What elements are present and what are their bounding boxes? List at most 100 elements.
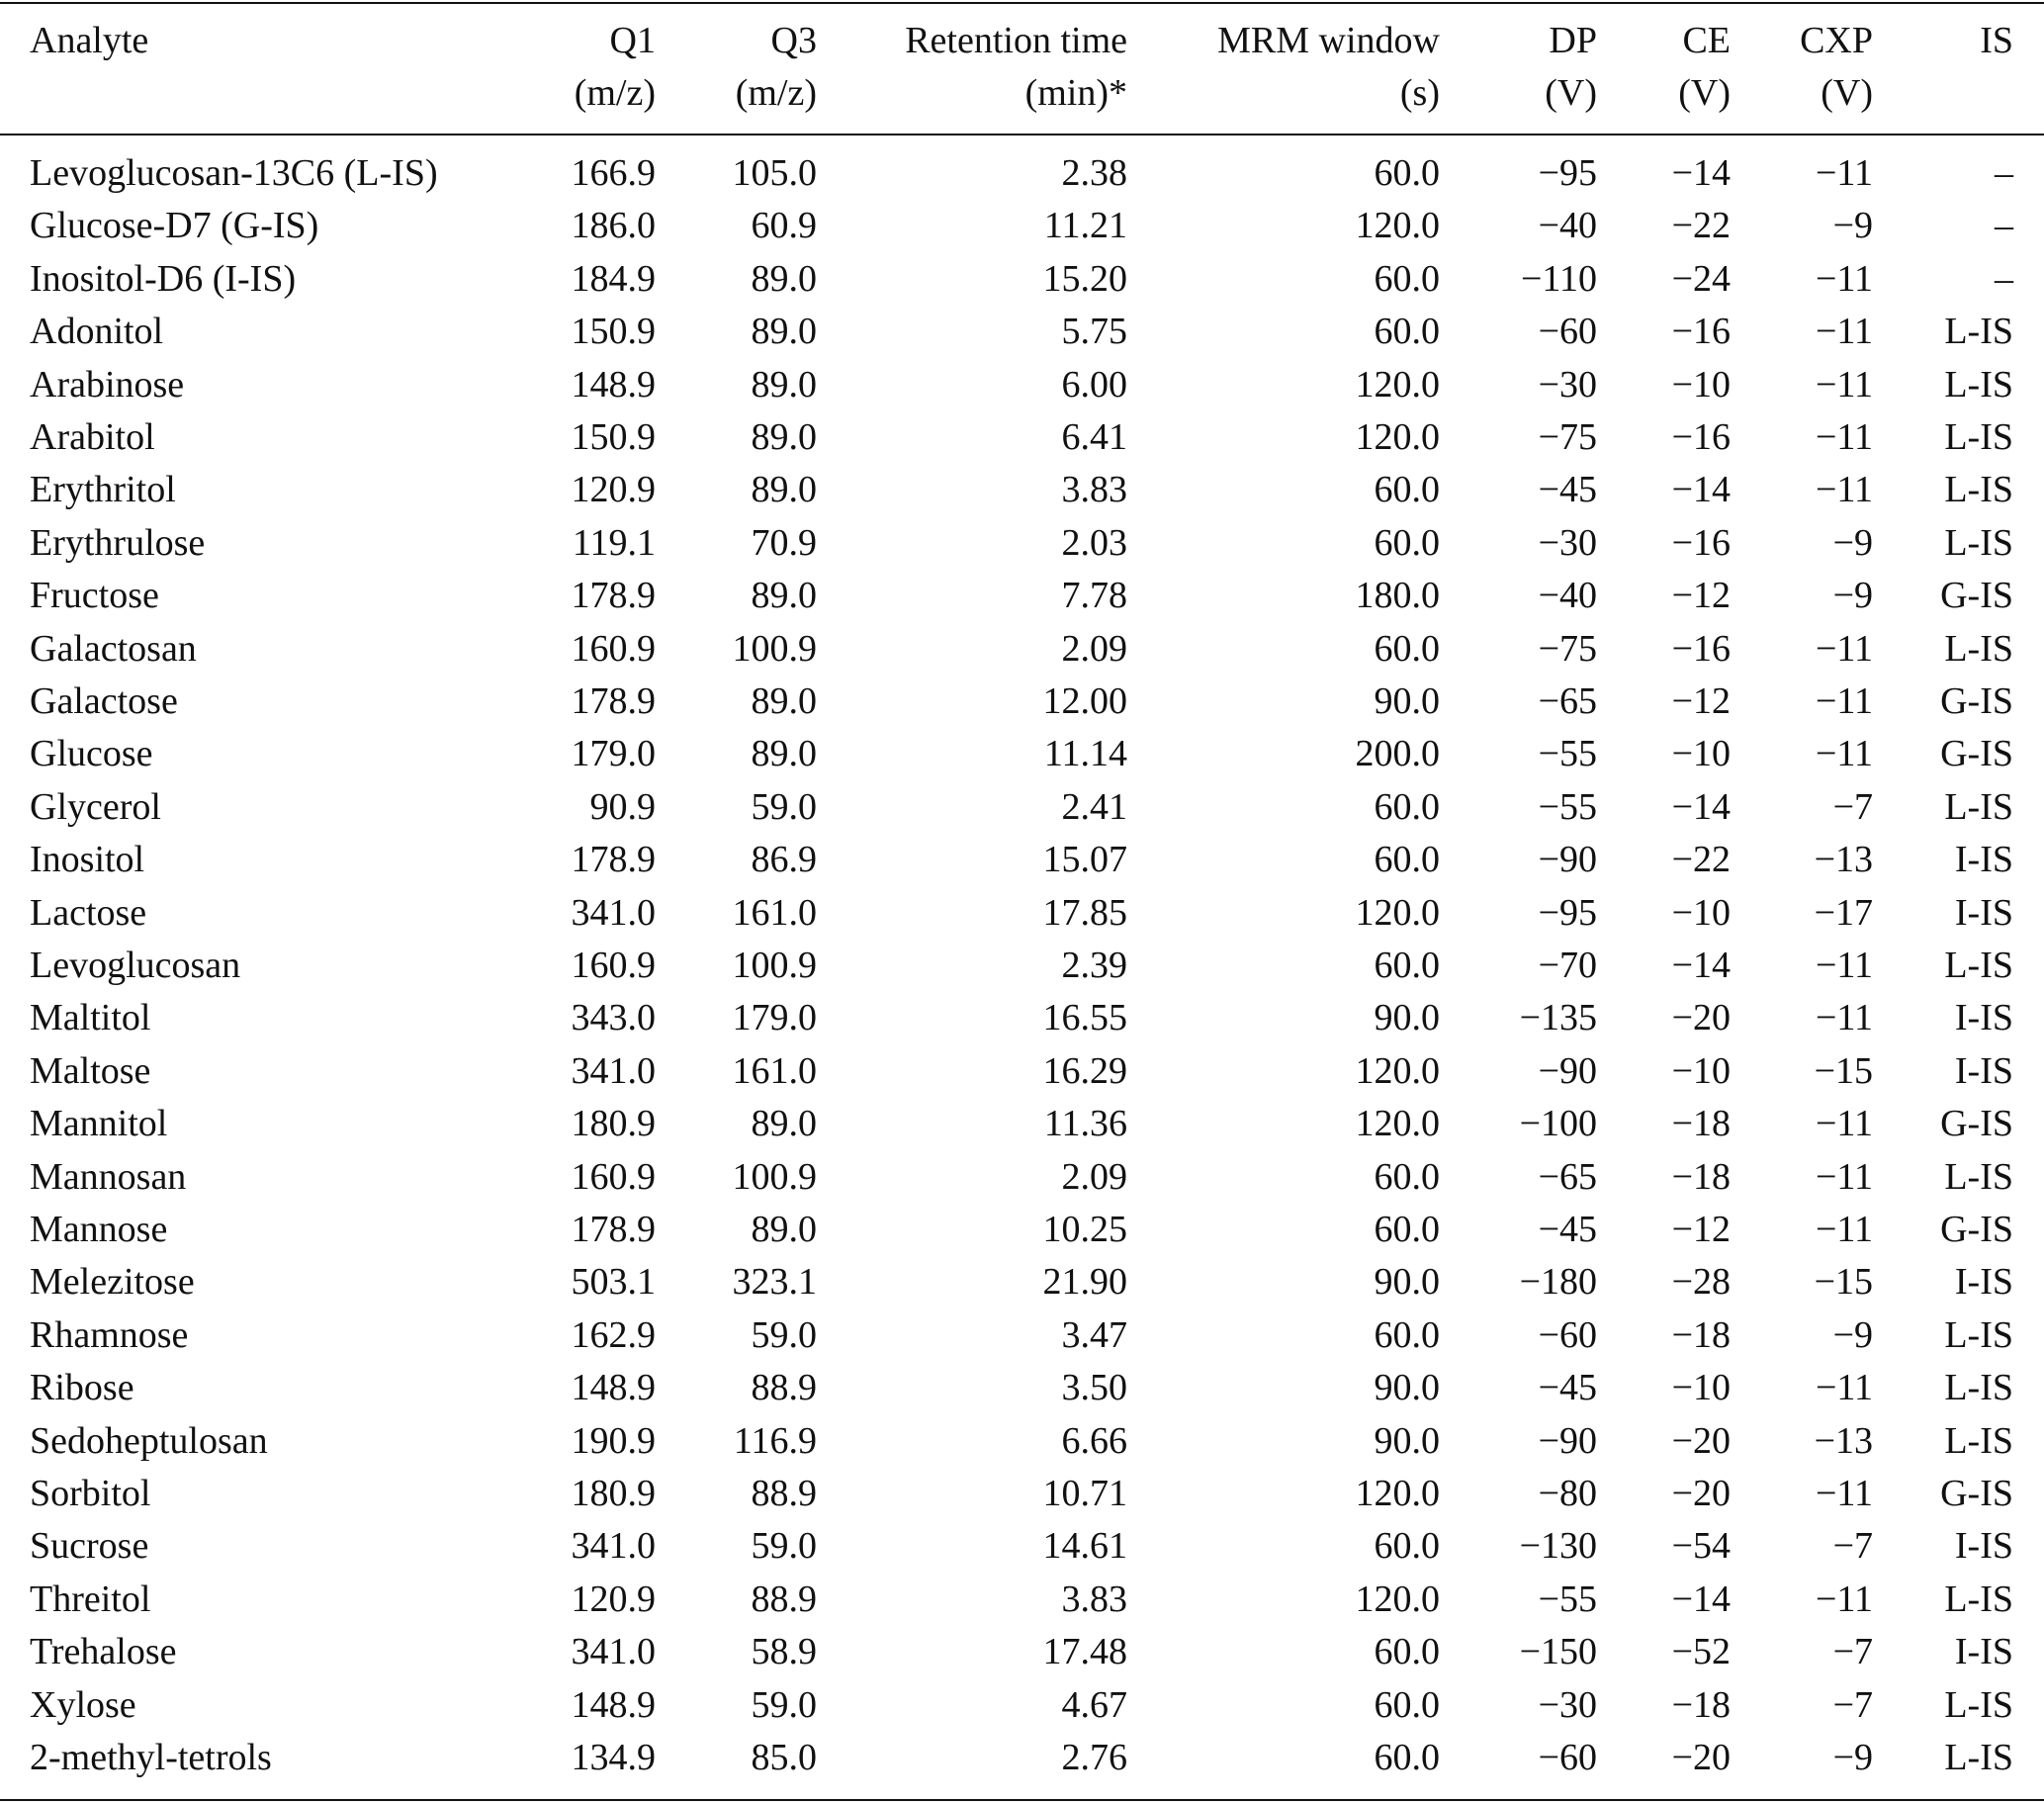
table-cell: −9 — [1832, 521, 1873, 564]
table-cell: −7 — [1832, 785, 1873, 828]
table-cell: 200.0 — [1355, 733, 1441, 775]
table-cell: 60.0 — [1374, 839, 1441, 881]
table-cell: 89.0 — [751, 416, 818, 458]
table-cell: −16 — [1671, 521, 1731, 564]
analyte-name: Glucose — [30, 733, 153, 775]
table-cell: 60.0 — [1374, 469, 1441, 511]
table-cell: 89.0 — [751, 680, 818, 722]
table-cell: 90.0 — [1374, 997, 1441, 1039]
table-cell: −65 — [1538, 680, 1597, 722]
table-cell: −45 — [1538, 1367, 1597, 1409]
table-cell: 60.0 — [1374, 1525, 1441, 1568]
table-cell: 186.0 — [571, 205, 657, 247]
table-cell: 88.9 — [751, 1473, 818, 1514]
table-cell: 100.9 — [732, 627, 818, 670]
table-cell: 60.0 — [1374, 257, 1441, 300]
table-cell: −135 — [1519, 997, 1597, 1039]
table-cell: 120.0 — [1355, 1578, 1441, 1620]
table-cell: 60.0 — [1374, 1631, 1441, 1673]
analyte-name: Galactose — [30, 680, 178, 722]
table-cell: L-IS — [1944, 416, 2013, 458]
table-cell: I-IS — [1954, 1261, 2013, 1304]
table-cell: 89.0 — [751, 575, 818, 617]
table-cell: G-IS — [1940, 1473, 2013, 1514]
analyte-name: Threitol — [30, 1578, 151, 1620]
analyte-name: Erythrulose — [30, 521, 206, 564]
table-cell: 179.0 — [732, 997, 818, 1039]
table-cell: 15.07 — [1042, 839, 1128, 881]
table-cell: – — [1995, 205, 2013, 247]
table-cell: 60.0 — [1374, 521, 1441, 564]
table-cell: −18 — [1671, 1683, 1731, 1726]
column-header: MRM window — [1217, 20, 1440, 61]
table-cell: 89.0 — [751, 363, 818, 406]
table-cell: 120.9 — [571, 469, 657, 511]
table-cell: 2.09 — [1061, 1155, 1128, 1198]
table-cell: I-IS — [1954, 1525, 2013, 1568]
analyte-name: Rhamnose — [30, 1313, 189, 1356]
table-cell: −11 — [1815, 257, 1873, 300]
analyte-name: Arabitol — [30, 416, 155, 458]
table-cell: I-IS — [1954, 1049, 2013, 1092]
table-cell: 120.0 — [1355, 363, 1441, 406]
table-cell: −30 — [1538, 363, 1597, 406]
table-cell: −22 — [1671, 205, 1731, 247]
table-cell: L-IS — [1944, 1683, 2013, 1726]
table-cell: 60.0 — [1374, 785, 1441, 828]
table-cell: −7 — [1832, 1683, 1873, 1726]
table-cell: 120.9 — [571, 1578, 657, 1620]
analyte-name: Trehalose — [30, 1631, 177, 1673]
table-cell: −55 — [1538, 1578, 1597, 1620]
table-cell: −11 — [1815, 1578, 1873, 1620]
table-cell: −18 — [1671, 1155, 1731, 1198]
table-cell: 180.9 — [571, 1473, 657, 1514]
table-cell: 11.36 — [1043, 1103, 1127, 1145]
table-cell: 59.0 — [751, 1525, 818, 1568]
analyte-name: Ribose — [30, 1367, 134, 1409]
analyte-name: Levoglucosan-13C6 (L-IS) — [30, 152, 438, 194]
table-cell: 323.1 — [732, 1261, 818, 1304]
table-cell: 341.0 — [571, 1049, 657, 1092]
table-cell: – — [1995, 152, 2013, 194]
table-cell: −90 — [1538, 839, 1597, 881]
table-cell: 10.71 — [1042, 1473, 1128, 1514]
analyte-name: Sorbitol — [30, 1473, 151, 1514]
table-cell: 160.9 — [571, 1155, 657, 1198]
table-cell: −10 — [1671, 1367, 1731, 1409]
table-cell: L-IS — [1944, 521, 2013, 564]
table-cell: −13 — [1814, 1419, 1873, 1462]
table-cell: −55 — [1538, 785, 1597, 828]
table-cell: −10 — [1671, 891, 1731, 934]
table-cell: G-IS — [1940, 575, 2013, 617]
table-cell: 60.0 — [1374, 1155, 1441, 1198]
table-cell: −11 — [1815, 152, 1873, 194]
table-cell: −95 — [1538, 152, 1597, 194]
table-cell: −20 — [1671, 1419, 1731, 1462]
table-cell: −40 — [1538, 575, 1597, 617]
table-cell: −9 — [1832, 205, 1873, 247]
table-cell: L-IS — [1944, 627, 2013, 670]
table-cell: 88.9 — [751, 1367, 818, 1409]
table-cell: 4.67 — [1061, 1683, 1128, 1726]
table-cell: −7 — [1832, 1631, 1873, 1673]
table-cell: −130 — [1519, 1525, 1597, 1568]
analyte-name: Mannosan — [30, 1155, 187, 1198]
table-cell: 60.0 — [1374, 945, 1441, 986]
table-cell: −10 — [1671, 1049, 1731, 1092]
table-cell: −80 — [1538, 1473, 1597, 1514]
table-cell: 179.0 — [571, 733, 657, 775]
column-header: (V) — [1545, 72, 1597, 114]
table-cell: −7 — [1832, 1525, 1873, 1568]
table-cell: 90.0 — [1374, 1261, 1441, 1304]
table-cell: 58.9 — [751, 1631, 818, 1673]
table-cell: −30 — [1538, 521, 1597, 564]
analyte-name: Inositol — [30, 839, 145, 881]
table-cell: −12 — [1671, 1209, 1731, 1250]
table-cell: 16.29 — [1042, 1049, 1128, 1092]
column-header: CE — [1682, 20, 1731, 61]
table-cell: 89.0 — [751, 311, 818, 353]
table-cell: −110 — [1520, 257, 1597, 300]
table-cell: I-IS — [1954, 839, 2013, 881]
table-cell: L-IS — [1944, 1578, 2013, 1620]
table-cell: −12 — [1671, 575, 1731, 617]
